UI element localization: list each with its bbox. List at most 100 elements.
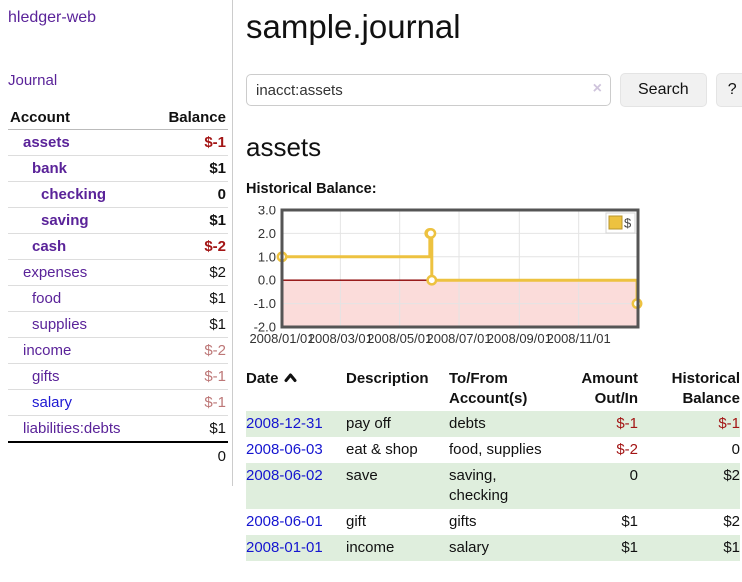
account-row: salary $-1 xyxy=(8,389,228,416)
account-row: checking 0 xyxy=(8,181,228,208)
account-balance-cell: $-1 xyxy=(204,134,226,151)
transaction-date-link[interactable]: 2008-01-01 xyxy=(246,539,323,556)
account-row: income $-2 xyxy=(8,337,228,364)
accounts-table-header-row: Account Balance xyxy=(8,106,228,130)
account-row: liabilities:debts $1 xyxy=(8,415,228,442)
transaction-date-link[interactable]: 2008-12-31 xyxy=(246,415,323,432)
account-balance-cell: $1 xyxy=(151,285,228,312)
account-link-supplies[interactable]: supplies xyxy=(32,316,88,333)
help-button[interactable]: ? xyxy=(715,73,742,107)
historical-balance-chart: 3.0 2.0 1.0 0.0 -1.0 -2.0 2008/01/01 2008/03/01… xyxy=(246,206,742,347)
account-balance-cell: $2 xyxy=(151,259,228,286)
search-form: × Search ? xyxy=(246,73,742,107)
svg-text:2008/03/01: 2008/03/01 xyxy=(308,331,373,346)
account-row: saving $1 xyxy=(8,207,228,234)
account-link-cash[interactable]: cash xyxy=(32,238,67,255)
transaction-balance-cell: $2 xyxy=(723,467,740,484)
svg-text:-1.0: -1.0 xyxy=(254,296,276,311)
column-header-amount[interactable]: Amount Out/In xyxy=(581,370,638,407)
account-balance-cell: $1 xyxy=(151,415,228,442)
account-name-cell: income xyxy=(8,337,152,364)
transaction-row[interactable]: 2008-12-31 pay off debts $-1 $-1 xyxy=(246,411,740,437)
transaction-date-cell: 2008-06-02 xyxy=(246,463,346,509)
transactions-table: Date Description To/From Account(s) Amou… xyxy=(246,367,740,561)
column-header-balance[interactable]: Historical Balance xyxy=(671,370,740,407)
account-row: bank $1 xyxy=(8,155,228,182)
transaction-row[interactable]: 2008-06-01 gift gifts $1 $2 xyxy=(246,509,740,535)
svg-text:2.0: 2.0 xyxy=(258,226,276,241)
account-link-salary[interactable]: salary xyxy=(32,394,73,411)
transaction-date-link[interactable]: 2008-06-02 xyxy=(246,467,323,484)
sidebar-item-journal[interactable]: Journal xyxy=(8,72,58,89)
svg-text:1.0: 1.0 xyxy=(258,249,276,264)
account-balance-cell: $1 xyxy=(151,207,228,234)
transaction-row[interactable]: 2008-01-01 income salary $1 $1 xyxy=(246,535,740,561)
transaction-accounts-cell: debts xyxy=(449,415,486,432)
account-link-liabilities-debts[interactable]: liabilities:debts xyxy=(23,420,121,437)
account-balance-cell: $-1 xyxy=(151,363,228,390)
account-name-cell: supplies xyxy=(8,311,152,338)
account-balance-cell: 0 xyxy=(151,181,228,208)
svg-text:2008/09/01: 2008/09/01 xyxy=(487,331,552,346)
transaction-accounts-cell: salary xyxy=(449,539,490,556)
account-row: expenses $2 xyxy=(8,259,228,286)
app-title-link[interactable]: hledger-web xyxy=(8,9,97,26)
svg-text:3.0: 3.0 xyxy=(258,206,276,218)
search-button[interactable]: Search xyxy=(620,73,707,107)
transaction-row[interactable]: 2008-06-03 eat & shop food, supplies $-2 0 xyxy=(246,437,740,463)
transaction-description-cell: gift xyxy=(346,513,367,530)
account-balance-cell: $1 xyxy=(151,155,228,182)
column-header-accounts[interactable]: To/From Account(s) xyxy=(449,370,528,407)
account-link-food[interactable]: food xyxy=(32,290,62,307)
svg-text:2008/11/01: 2008/11/01 xyxy=(547,331,611,346)
account-balance-cell: $-2 xyxy=(151,233,228,260)
column-header-description[interactable]: Description xyxy=(346,370,429,387)
account-row: cash $-2 xyxy=(8,233,228,260)
account-name-cell: expenses xyxy=(8,259,152,286)
account-name-cell: salary xyxy=(8,389,152,416)
register-account-heading: assets xyxy=(246,132,322,162)
svg-text:-2.0: -2.0 xyxy=(254,320,276,335)
transaction-balance-cell: $-1 xyxy=(718,415,740,432)
transaction-balance-cell: $2 xyxy=(723,513,740,530)
transaction-date-link[interactable]: 2008-06-03 xyxy=(246,441,323,458)
account-column-header: Account xyxy=(8,106,152,130)
svg-text:2008/05/01: 2008/05/01 xyxy=(367,331,432,346)
clear-search-icon[interactable]: × xyxy=(592,80,602,97)
balance-chart-svg: 3.0 2.0 1.0 0.0 -1.0 -2.02008/01/012008/03/01… xyxy=(249,206,643,346)
transaction-amount-cell: $-2 xyxy=(616,441,638,458)
accounts-table: Account Balance assets $-1 bank $1 checking 0… xyxy=(8,106,228,470)
search-input[interactable] xyxy=(246,74,611,106)
account-link-saving[interactable]: saving xyxy=(41,212,89,229)
column-header-date[interactable]: Date xyxy=(246,367,346,411)
account-row: assets $-1 xyxy=(8,130,228,156)
sidebar: hledger-web Journal Account Balance asse… xyxy=(0,0,233,486)
account-link-expenses[interactable]: expenses xyxy=(23,264,88,281)
account-link-assets[interactable]: assets xyxy=(23,134,70,151)
transaction-date-link[interactable]: 2008-06-01 xyxy=(246,513,323,530)
account-balance-cell: $1 xyxy=(151,311,228,338)
sort-ascending-icon xyxy=(284,370,297,390)
svg-text:$: $ xyxy=(624,216,632,231)
transaction-date-cell: 2008-12-31 xyxy=(246,411,346,437)
account-link-income[interactable]: income xyxy=(23,342,72,359)
transaction-description-cell: pay off xyxy=(346,415,391,432)
account-balance-cell: $-1 xyxy=(151,389,228,416)
account-link-checking[interactable]: checking xyxy=(41,186,107,203)
transaction-row[interactable]: 2008-06-02 save saving, checking 0 $2 xyxy=(246,463,740,509)
transaction-date-cell: 2008-01-01 xyxy=(246,535,346,561)
column-header-date-label: Date xyxy=(246,370,279,387)
transaction-description-cell: eat & shop xyxy=(346,441,418,458)
transaction-amount-cell: $1 xyxy=(621,513,638,530)
balance-column-header: Balance xyxy=(151,106,228,130)
account-name-cell: bank xyxy=(8,155,152,182)
account-name-cell: assets xyxy=(8,130,151,156)
account-link-gifts[interactable]: gifts xyxy=(32,368,60,385)
transaction-amount-cell: $-1 xyxy=(616,415,638,432)
search-input-wrap: × xyxy=(246,74,611,106)
account-link-bank[interactable]: bank xyxy=(32,160,68,177)
account-name-cell: saving xyxy=(8,207,152,234)
svg-text:2008/07/01: 2008/07/01 xyxy=(426,331,491,346)
account-name-cell: cash xyxy=(8,233,152,260)
